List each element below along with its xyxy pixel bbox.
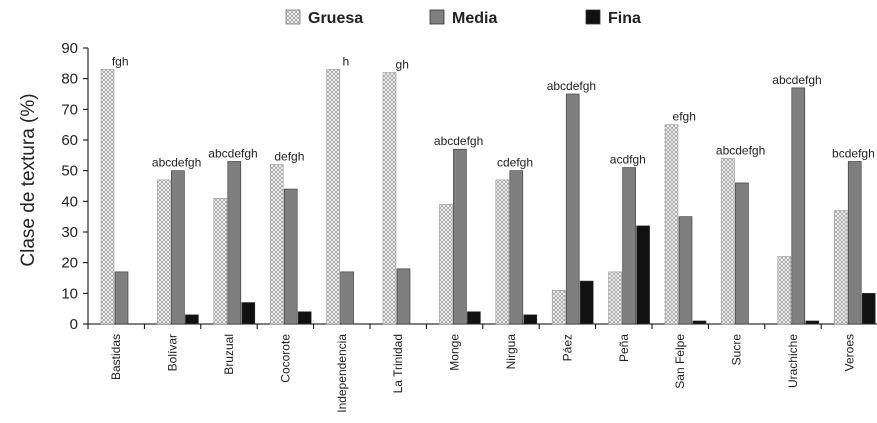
bar-gruesa: [721, 158, 735, 325]
x-tick-label: Páez: [560, 334, 574, 361]
y-tick-label: 50: [61, 163, 78, 180]
bar-fina: [861, 293, 876, 325]
bar-gruesa: [100, 69, 115, 325]
significance-annotations: fgh abcdefgh abcdefgh defgh h gh abcdefgh cdefg…: [112, 54, 875, 169]
y-tick-label: 40: [61, 193, 78, 210]
legend-label-fina: Fina: [608, 10, 641, 27]
bar-media: [735, 182, 749, 325]
legend-swatch-gruesa: [285, 9, 301, 25]
x-tick-label: Independencia: [335, 334, 349, 413]
significance-label: gh: [396, 58, 409, 72]
bar-fina: [805, 320, 820, 325]
bar-media: [396, 268, 411, 325]
bar-fina: [636, 225, 650, 325]
y-axis-label: Clase de textura (%): [18, 93, 39, 266]
significance-label: abcdefgh: [547, 79, 596, 93]
x-tick-label: Cocorote: [278, 334, 292, 383]
y-tick-label: 20: [61, 255, 78, 272]
bar-media: [340, 271, 354, 325]
x-tick-label: Bolívar: [166, 334, 180, 371]
y-tick-label: 0: [70, 316, 78, 333]
x-tick-label: Nirgua: [504, 334, 518, 370]
bar-gruesa: [439, 204, 453, 325]
significance-label: bcdefgh: [832, 146, 875, 160]
bar-fina: [523, 314, 538, 325]
bar-gruesa: [664, 124, 679, 325]
bar-media: [847, 161, 862, 325]
x-tick-label: Monge: [448, 334, 462, 371]
significance-label: efgh: [673, 110, 696, 124]
bar-fina: [297, 311, 312, 325]
bar-gruesa: [551, 289, 566, 325]
y-tick-label: 30: [61, 224, 78, 241]
bar-fina: [692, 320, 707, 325]
legend-label-gruesa: Gruesa: [308, 10, 363, 27]
bar-gruesa: [495, 179, 510, 325]
x-tick-label: La Trinidad: [391, 334, 405, 393]
axes: 0 10 20 30 40 50 60 70 80 90: [61, 40, 877, 333]
significance-label: abcdefgh: [716, 143, 765, 157]
bar-media: [171, 170, 185, 325]
x-tick-label: Bastidas: [109, 334, 123, 380]
significance-label: fgh: [112, 54, 129, 68]
bar-media: [453, 148, 467, 325]
bar-gruesa: [326, 69, 340, 325]
significance-label: abcdefgh: [772, 73, 821, 87]
x-tick-label: Veroes: [842, 334, 856, 371]
x-tick-label: Bruzual: [222, 334, 236, 375]
y-tick-label: 70: [61, 101, 78, 118]
y-tick-label: 60: [61, 132, 78, 149]
bar-media: [509, 170, 524, 325]
legend-swatch-fina: [585, 9, 601, 25]
x-tick-labels: Bastidas Bolívar Bruzual Cocorote Independen…: [109, 334, 856, 413]
bar-media: [678, 216, 693, 325]
y-tick-label: 10: [61, 285, 78, 302]
x-tick-label: Peña: [617, 334, 631, 362]
bar-media: [227, 161, 242, 325]
bar-media: [114, 271, 129, 325]
bars: [100, 69, 876, 325]
bar-media: [622, 167, 636, 325]
x-tick-label: San Felpe: [673, 334, 687, 389]
significance-label: acdfgh: [610, 153, 646, 167]
bar-gruesa: [213, 197, 228, 325]
bar-media: [791, 87, 806, 325]
y-tick-label: 90: [61, 40, 78, 57]
significance-label: defgh: [274, 150, 304, 164]
significance-label: abcdefgh: [152, 156, 201, 170]
legend-swatch-media: [429, 9, 445, 25]
significance-label: h: [342, 54, 349, 68]
x-tick-label: Urachiche: [786, 334, 800, 388]
legend: Gruesa Media Fina: [285, 9, 641, 27]
bar-gruesa: [777, 256, 792, 325]
bar-gruesa: [269, 164, 284, 325]
legend-label-media: Media: [452, 10, 497, 27]
bar-gruesa: [833, 210, 848, 325]
significance-label: abcdefgh: [434, 134, 483, 148]
bar-gruesa: [382, 72, 397, 325]
y-tick-label: 80: [61, 71, 78, 88]
bar-gruesa: [157, 179, 171, 325]
x-tick-label: Sucre: [730, 334, 744, 366]
bar-media: [565, 93, 580, 325]
significance-label: abcdefgh: [208, 146, 257, 160]
bar-fina: [579, 280, 594, 325]
bar-media: [283, 188, 298, 325]
significance-label: cdefgh: [497, 156, 533, 170]
bar-gruesa: [608, 271, 622, 325]
bar-fina: [241, 302, 256, 325]
bar-fina: [185, 314, 199, 325]
bar-fina: [467, 311, 481, 325]
